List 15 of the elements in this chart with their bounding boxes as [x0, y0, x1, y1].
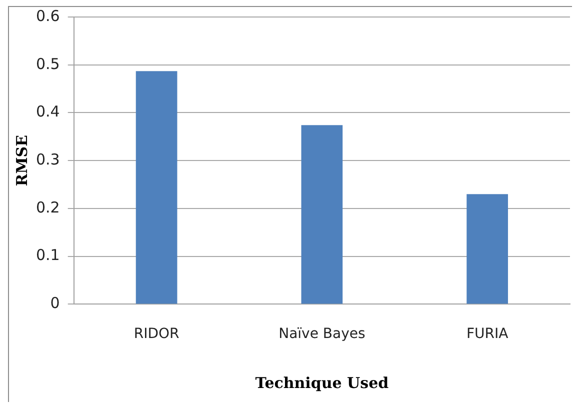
x-tick-label: FURIA	[466, 326, 509, 342]
y-tick-label: 0	[50, 294, 60, 312]
y-tick-label: 0.5	[36, 54, 60, 73]
y-tick-label: 0.3	[36, 150, 60, 168]
bar	[301, 125, 343, 304]
bar	[136, 71, 178, 304]
y-tick-label: 0.2	[36, 198, 60, 216]
x-tick-label: Naïve Bayes	[278, 326, 366, 342]
bar	[466, 194, 508, 304]
y-tick-label: 0.4	[36, 102, 60, 121]
x-tick-label: RIDOR	[134, 326, 180, 342]
y-tick-label: 0.1	[36, 246, 60, 264]
y-axis-title: RMSE	[12, 134, 31, 186]
x-axis-title: Technique Used	[255, 374, 390, 392]
y-tick-label: 0.6	[36, 6, 60, 25]
